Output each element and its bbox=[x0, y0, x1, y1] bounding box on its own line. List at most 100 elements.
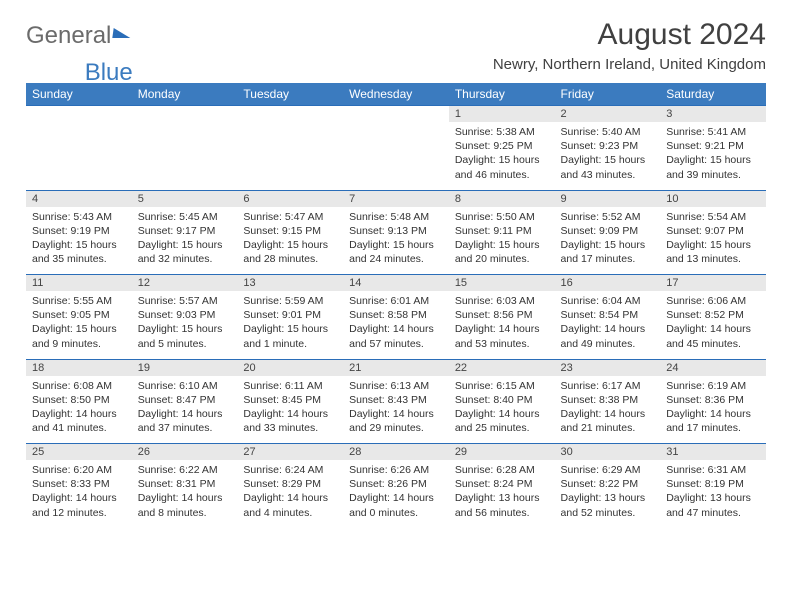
daylight-line: Daylight: 14 hours and 4 minutes. bbox=[243, 491, 337, 519]
day-number-cell: 29 bbox=[449, 444, 555, 461]
sunset-line: Sunset: 9:23 PM bbox=[561, 139, 655, 153]
daylight-line: Daylight: 15 hours and 32 minutes. bbox=[138, 238, 232, 266]
sunset-line: Sunset: 8:50 PM bbox=[32, 393, 126, 407]
day-info-cell: Sunrise: 6:04 AMSunset: 8:54 PMDaylight:… bbox=[555, 291, 661, 359]
daylight-line: Daylight: 15 hours and 43 minutes. bbox=[561, 153, 655, 181]
sunset-line: Sunset: 8:22 PM bbox=[561, 477, 655, 491]
sunset-line: Sunset: 8:40 PM bbox=[455, 393, 549, 407]
day-number-cell: 28 bbox=[343, 444, 449, 461]
sunset-line: Sunset: 9:21 PM bbox=[666, 139, 760, 153]
sunrise-line: Sunrise: 6:20 AM bbox=[32, 463, 126, 477]
day-info-cell: Sunrise: 5:54 AMSunset: 9:07 PMDaylight:… bbox=[660, 207, 766, 275]
day-info-cell: Sunrise: 5:38 AMSunset: 9:25 PMDaylight:… bbox=[449, 122, 555, 190]
daynum-row: 18192021222324 bbox=[26, 359, 766, 376]
day-info-cell: Sunrise: 6:15 AMSunset: 8:40 PMDaylight:… bbox=[449, 376, 555, 444]
day-number-cell: 13 bbox=[237, 275, 343, 292]
daylight-line: Daylight: 15 hours and 24 minutes. bbox=[349, 238, 443, 266]
sunset-line: Sunset: 8:31 PM bbox=[138, 477, 232, 491]
sunset-line: Sunset: 8:26 PM bbox=[349, 477, 443, 491]
sunset-line: Sunset: 8:29 PM bbox=[243, 477, 337, 491]
sunrise-line: Sunrise: 5:43 AM bbox=[32, 210, 126, 224]
day-info-cell: Sunrise: 6:19 AMSunset: 8:36 PMDaylight:… bbox=[660, 376, 766, 444]
day-info-cell: Sunrise: 6:29 AMSunset: 8:22 PMDaylight:… bbox=[555, 460, 661, 528]
day-info-cell: Sunrise: 6:26 AMSunset: 8:26 PMDaylight:… bbox=[343, 460, 449, 528]
daylight-line: Daylight: 15 hours and 1 minute. bbox=[243, 322, 337, 350]
sunrise-line: Sunrise: 5:54 AM bbox=[666, 210, 760, 224]
daylight-line: Daylight: 14 hours and 49 minutes. bbox=[561, 322, 655, 350]
sunrise-line: Sunrise: 6:03 AM bbox=[455, 294, 549, 308]
day-number-cell: 2 bbox=[555, 106, 661, 123]
day-number-cell: 21 bbox=[343, 359, 449, 376]
day-info-cell: Sunrise: 5:40 AMSunset: 9:23 PMDaylight:… bbox=[555, 122, 661, 190]
day-info-cell bbox=[26, 122, 132, 190]
day-number-cell bbox=[343, 106, 449, 123]
logo: General bbox=[26, 18, 131, 50]
sunrise-line: Sunrise: 6:10 AM bbox=[138, 379, 232, 393]
day-info-cell: Sunrise: 6:20 AMSunset: 8:33 PMDaylight:… bbox=[26, 460, 132, 528]
sunset-line: Sunset: 8:36 PM bbox=[666, 393, 760, 407]
daylight-line: Daylight: 15 hours and 9 minutes. bbox=[32, 322, 126, 350]
daylight-line: Daylight: 14 hours and 8 minutes. bbox=[138, 491, 232, 519]
day-number-cell: 30 bbox=[555, 444, 661, 461]
sunrise-line: Sunrise: 5:55 AM bbox=[32, 294, 126, 308]
logo-line2: GeneBlue bbox=[26, 59, 766, 87]
daylight-line: Daylight: 13 hours and 52 minutes. bbox=[561, 491, 655, 519]
day-info-cell: Sunrise: 5:52 AMSunset: 9:09 PMDaylight:… bbox=[555, 207, 661, 275]
day-number-cell: 14 bbox=[343, 275, 449, 292]
day-info-cell: Sunrise: 6:11 AMSunset: 8:45 PMDaylight:… bbox=[237, 376, 343, 444]
day-number-cell: 16 bbox=[555, 275, 661, 292]
sunset-line: Sunset: 8:45 PM bbox=[243, 393, 337, 407]
sunrise-line: Sunrise: 6:17 AM bbox=[561, 379, 655, 393]
daynum-row: 11121314151617 bbox=[26, 275, 766, 292]
day-number-cell: 5 bbox=[132, 190, 238, 207]
day-number-cell: 9 bbox=[555, 190, 661, 207]
daylight-line: Daylight: 14 hours and 12 minutes. bbox=[32, 491, 126, 519]
day-info-cell bbox=[343, 122, 449, 190]
day-info-cell: Sunrise: 5:47 AMSunset: 9:15 PMDaylight:… bbox=[237, 207, 343, 275]
day-info-cell bbox=[132, 122, 238, 190]
sunset-line: Sunset: 9:25 PM bbox=[455, 139, 549, 153]
day-number-cell: 10 bbox=[660, 190, 766, 207]
day-info-cell: Sunrise: 5:41 AMSunset: 9:21 PMDaylight:… bbox=[660, 122, 766, 190]
sunset-line: Sunset: 9:13 PM bbox=[349, 224, 443, 238]
daynum-row: 123 bbox=[26, 106, 766, 123]
info-row: Sunrise: 5:55 AMSunset: 9:05 PMDaylight:… bbox=[26, 291, 766, 359]
sunrise-line: Sunrise: 6:15 AM bbox=[455, 379, 549, 393]
day-info-cell: Sunrise: 6:24 AMSunset: 8:29 PMDaylight:… bbox=[237, 460, 343, 528]
sunset-line: Sunset: 8:33 PM bbox=[32, 477, 126, 491]
sunrise-line: Sunrise: 5:50 AM bbox=[455, 210, 549, 224]
day-info-cell: Sunrise: 5:55 AMSunset: 9:05 PMDaylight:… bbox=[26, 291, 132, 359]
day-info-cell: Sunrise: 6:06 AMSunset: 8:52 PMDaylight:… bbox=[660, 291, 766, 359]
daylight-line: Daylight: 15 hours and 28 minutes. bbox=[243, 238, 337, 266]
info-row: Sunrise: 6:20 AMSunset: 8:33 PMDaylight:… bbox=[26, 460, 766, 528]
sunset-line: Sunset: 8:47 PM bbox=[138, 393, 232, 407]
day-info-cell: Sunrise: 6:28 AMSunset: 8:24 PMDaylight:… bbox=[449, 460, 555, 528]
day-info-cell: Sunrise: 5:45 AMSunset: 9:17 PMDaylight:… bbox=[132, 207, 238, 275]
sunrise-line: Sunrise: 6:19 AM bbox=[666, 379, 760, 393]
daylight-line: Daylight: 15 hours and 39 minutes. bbox=[666, 153, 760, 181]
logo-text-1: General bbox=[26, 22, 111, 50]
daylight-line: Daylight: 14 hours and 0 minutes. bbox=[349, 491, 443, 519]
info-row: Sunrise: 5:43 AMSunset: 9:19 PMDaylight:… bbox=[26, 207, 766, 275]
calendar-page: General August 2024 Newry, Northern Irel… bbox=[0, 0, 792, 538]
sunrise-line: Sunrise: 6:11 AM bbox=[243, 379, 337, 393]
sunset-line: Sunset: 8:19 PM bbox=[666, 477, 760, 491]
daylight-line: Daylight: 14 hours and 45 minutes. bbox=[666, 322, 760, 350]
sunset-line: Sunset: 8:43 PM bbox=[349, 393, 443, 407]
sunset-line: Sunset: 9:05 PM bbox=[32, 308, 126, 322]
daylight-line: Daylight: 15 hours and 46 minutes. bbox=[455, 153, 549, 181]
sunrise-line: Sunrise: 6:13 AM bbox=[349, 379, 443, 393]
logo-mark-icon bbox=[113, 28, 132, 38]
daylight-line: Daylight: 14 hours and 25 minutes. bbox=[455, 407, 549, 435]
sunset-line: Sunset: 9:11 PM bbox=[455, 224, 549, 238]
daylight-line: Daylight: 13 hours and 47 minutes. bbox=[666, 491, 760, 519]
calendar-table: Sunday Monday Tuesday Wednesday Thursday… bbox=[26, 83, 766, 528]
day-number-cell: 25 bbox=[26, 444, 132, 461]
sunrise-line: Sunrise: 6:08 AM bbox=[32, 379, 126, 393]
day-info-cell: Sunrise: 6:13 AMSunset: 8:43 PMDaylight:… bbox=[343, 376, 449, 444]
daylight-line: Daylight: 14 hours and 29 minutes. bbox=[349, 407, 443, 435]
sunrise-line: Sunrise: 5:45 AM bbox=[138, 210, 232, 224]
sunrise-line: Sunrise: 6:22 AM bbox=[138, 463, 232, 477]
daylight-line: Daylight: 15 hours and 20 minutes. bbox=[455, 238, 549, 266]
day-info-cell: Sunrise: 6:08 AMSunset: 8:50 PMDaylight:… bbox=[26, 376, 132, 444]
